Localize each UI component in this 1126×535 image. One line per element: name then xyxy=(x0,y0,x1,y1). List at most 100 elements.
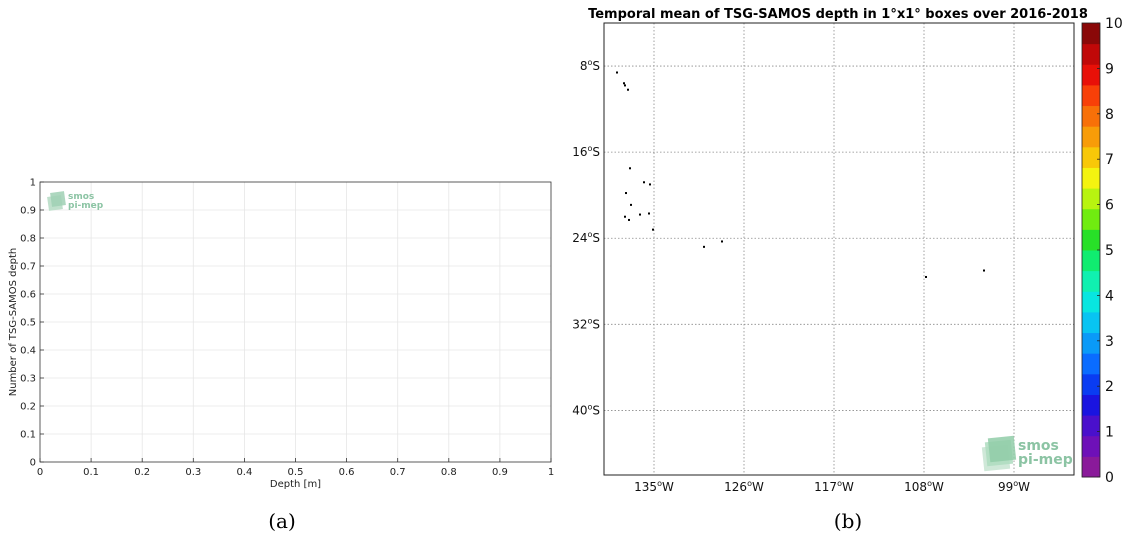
panel-b-latitude-label: 40oS xyxy=(572,402,600,417)
panel-b-colorbar-tick-label: 5 xyxy=(1105,243,1114,259)
panel-b-longitude-label: 108oW xyxy=(904,479,944,494)
panel-a-y-tick-label: 0.2 xyxy=(20,402,36,413)
panel-b-colorbar-tick-label: 2 xyxy=(1105,379,1114,395)
panel-b-map-frame xyxy=(603,22,1075,476)
panel-b-colorbar-band xyxy=(1082,332,1100,354)
panel-a-y-tick-label: 0.9 xyxy=(20,206,36,217)
panel-b-data-cell xyxy=(624,84,626,87)
caption-a: (a) xyxy=(268,509,296,533)
panel-b-colorbar-tick-label: 4 xyxy=(1105,288,1114,304)
panel-b-latitude-label: 16oS xyxy=(572,144,600,159)
panel-b-colorbar-band xyxy=(1082,64,1100,86)
panel-b-colorbar-band xyxy=(1082,291,1100,313)
panel-a-y-tick-label: 0.8 xyxy=(20,234,36,245)
panel-b-longitude-label: 135oW xyxy=(634,479,674,494)
panel-b-graticule xyxy=(604,23,1074,475)
panel-b-colorbar-tick-label: 7 xyxy=(1105,152,1114,168)
panel-a-x-label: Depth [m] xyxy=(270,479,321,490)
panel-a-y-tick-label: 0.3 xyxy=(20,374,36,385)
caption-b: (b) xyxy=(834,509,862,533)
panel-b-data-cell xyxy=(630,203,632,206)
panel-a-y-tick-label: 0.5 xyxy=(20,318,36,329)
panel-b-data-cell xyxy=(721,240,723,243)
panel-b-longitude-label: 126oW xyxy=(724,479,764,494)
panel-b-colorbar-band xyxy=(1082,353,1100,375)
panel-b-data-cell xyxy=(983,269,985,272)
panel-b-data-cell xyxy=(616,71,618,74)
panel-b-longitude-label: 99oW xyxy=(998,479,1030,494)
panel-b-data-cell xyxy=(703,245,705,248)
panel-b-colorbar-band xyxy=(1082,415,1100,437)
panel-b-data-cell xyxy=(625,192,627,195)
panel-a-y-ticks: 0 0.1 0.2 0.3 0.4 0.5 0.6 0.7 0.8 0.9 1 xyxy=(20,178,44,469)
panel-a-x-tick-label: 0.5 xyxy=(288,467,304,478)
panel-b-colorbar-ticks: 0 1 2 3 4 5 6 7 8 9 10 xyxy=(1097,16,1123,486)
panel-b-latitude-label: 8oS xyxy=(580,58,600,73)
panel-b-colorbar-tick-label: 6 xyxy=(1105,198,1114,214)
panel-b-colorbar-tick-label: 0 xyxy=(1105,470,1114,486)
panel-a-x-tick-label: 0.7 xyxy=(390,467,406,478)
panel-b-latitude-label: 32oS xyxy=(572,316,600,331)
panel-b-data-cells xyxy=(616,71,985,278)
panel-b-data-cell xyxy=(648,212,650,215)
panel-a-x-tick-label: 0.1 xyxy=(83,467,99,478)
panel-a-x-tick-label: 0.2 xyxy=(134,467,150,478)
panel-b-colorbar-band xyxy=(1082,250,1100,272)
panel-a-x-tick-label: 0.9 xyxy=(492,467,508,478)
panel-b-logo: smos pi-mep xyxy=(981,435,1073,472)
panel-a-y-tick-label: 0.6 xyxy=(20,290,36,301)
panel-b-data-cell xyxy=(627,88,629,91)
panel-b-colorbar-band xyxy=(1082,188,1100,210)
panel-b-colorbar-tick-label: 1 xyxy=(1105,425,1114,441)
panel-b-colorbar-band xyxy=(1082,229,1100,251)
panel-a-logo-line2: pi-mep xyxy=(68,201,104,211)
panel-b-colorbar-band xyxy=(1082,208,1100,230)
panel-b-logo-mark-front xyxy=(987,435,1017,463)
panel-b-data-cell xyxy=(628,218,630,221)
panel-a-grid xyxy=(40,182,551,462)
panel-a-x-tick-label: 0.6 xyxy=(339,467,355,478)
panel-a-x-tick-label: 0 xyxy=(37,467,43,478)
panel-b-data-cell xyxy=(649,183,651,186)
panel-b-colorbar-band xyxy=(1082,146,1100,168)
panel-b-longitude-ticks: 135oW 126oW 117oW 108oW 99oW xyxy=(634,479,1030,494)
panel-b-latitude-ticks: 8oS 16oS 24oS 32oS 40oS xyxy=(572,58,600,417)
panel-a-y-tick-label: 1 xyxy=(30,178,36,189)
panel-b-logo-line2: pi-mep xyxy=(1018,452,1073,468)
panel-b-data-cell xyxy=(624,215,626,218)
panel-b-colorbar-band xyxy=(1082,311,1100,334)
panel-b-colorbar-band xyxy=(1082,105,1100,127)
panel-b-colorbar-band xyxy=(1082,394,1100,416)
panel-b-colorbar-tick-label: 10 xyxy=(1105,16,1123,32)
panel-b-map-background xyxy=(604,23,1074,475)
panel-b-data-cell xyxy=(639,213,641,216)
panel-b-colorbar-tick-label: 8 xyxy=(1105,107,1114,123)
panel-b-title: Temporal mean of TSG-SAMOS depth in 1°x1… xyxy=(588,7,1088,22)
panel-a-x-ticks: 0 0.1 0.2 0.3 0.4 0.5 0.6 0.7 0.8 0.9 1 xyxy=(37,458,554,478)
panel-b-colorbar-band xyxy=(1082,456,1100,478)
panel-b-data-cell xyxy=(623,82,625,85)
panel-b-data-cell xyxy=(629,167,631,170)
panel-b-colorbar-band xyxy=(1082,435,1100,457)
panel-b-colorbar-band xyxy=(1082,270,1100,292)
panel-b-colorbar-band xyxy=(1082,23,1100,45)
panel-b-colorbar-tick-label: 3 xyxy=(1105,334,1114,350)
panel-a-y-tick-label: 0.7 xyxy=(20,262,36,273)
panel-b-colorbar-band xyxy=(1082,126,1100,148)
panel-b-colorbar-tick-label: 9 xyxy=(1105,61,1114,77)
panel-a-y-label: Number of TSG-SAMOS depth xyxy=(8,248,19,397)
panel-a-logo: smos pi-mep xyxy=(47,191,104,211)
panel-a-y-tick-label: 0.1 xyxy=(20,430,36,441)
panel-b-data-cell xyxy=(652,228,654,231)
panel-b-colorbar-band xyxy=(1082,43,1100,65)
panel-b-data-cell xyxy=(925,275,927,278)
panel-a-y-tick-label: 0 xyxy=(30,458,36,469)
panel-b-data-cell xyxy=(643,181,645,184)
panel-a-y-tick-label: 0.4 xyxy=(20,346,36,357)
panel-a-logo-mark-front xyxy=(50,191,66,207)
panel-b-colorbar-band xyxy=(1082,167,1100,189)
panel-a-x-tick-label: 0.8 xyxy=(441,467,457,478)
panel-b-colorbar-band xyxy=(1082,84,1100,107)
panel-a-logo-line1: smos xyxy=(68,192,94,202)
